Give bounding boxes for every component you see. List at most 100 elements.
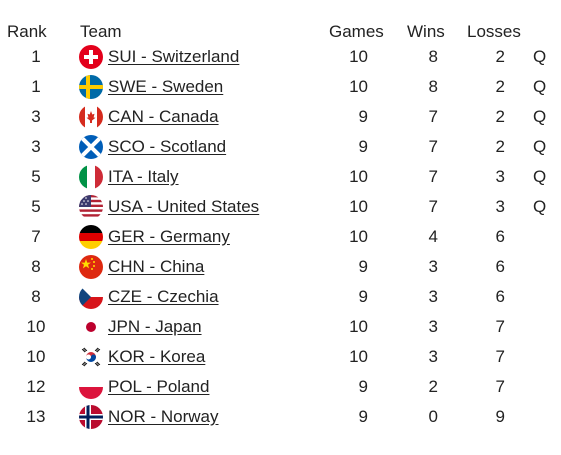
team-link[interactable]: GER - Germany	[108, 227, 230, 246]
jpn-flag-icon	[79, 315, 103, 339]
losses-cell: 6	[495, 257, 505, 276]
games-cell: 10	[349, 347, 368, 366]
header-wins: Wins	[407, 22, 445, 41]
nor-flag-icon	[79, 405, 103, 429]
games-cell: 9	[358, 107, 368, 126]
games-cell: 10	[349, 47, 368, 66]
table-row: 13 NOR - Norway 9 0 9	[0, 400, 561, 430]
can-flag-icon	[79, 105, 103, 129]
games-cell: 10	[349, 317, 368, 336]
team-link[interactable]: CAN - Canada	[108, 107, 219, 126]
qualified-marker: Q	[533, 47, 547, 66]
rank-cell: 5	[31, 197, 41, 216]
table-row: 5 ITA - Italy 10 7 3 Q	[0, 160, 561, 190]
header-rank: Rank	[7, 22, 47, 41]
rank-cell: 10	[26, 317, 46, 336]
header-games: Games	[329, 22, 384, 41]
losses-cell: 7	[495, 347, 505, 366]
losses-cell: 9	[495, 407, 505, 426]
qualified-marker: Q	[533, 197, 547, 216]
table-row: 1 SWE - Sweden 10 8 2 Q	[0, 70, 561, 100]
rank-cell: 3	[31, 107, 41, 126]
team-link[interactable]: NOR - Norway	[108, 407, 219, 426]
losses-cell: 3	[495, 167, 505, 186]
losses-cell: 6	[495, 227, 505, 246]
games-cell: 10	[349, 167, 368, 186]
header-losses: Losses	[467, 22, 521, 41]
wins-cell: 8	[428, 77, 438, 96]
losses-cell: 3	[495, 197, 505, 216]
games-cell: 9	[358, 257, 368, 276]
chn-flag-icon	[79, 255, 103, 279]
wins-cell: 3	[428, 257, 438, 276]
games-cell: 9	[358, 407, 368, 426]
table-row: 5 USA - United States 10 7 3 Q	[0, 190, 561, 220]
losses-cell: 2	[495, 47, 505, 66]
losses-cell: 7	[495, 317, 505, 336]
qualified-marker: Q	[533, 77, 547, 96]
team-link[interactable]: CHN - China	[108, 257, 205, 276]
rank-cell: 7	[31, 227, 41, 246]
rank-cell: 3	[31, 137, 41, 156]
wins-cell: 3	[428, 347, 438, 366]
table-body: 1 SUI - Switzerland 10 8 2 Q 1 SWE - Sweden 10 8 2…	[0, 40, 561, 430]
wins-cell: 0	[428, 407, 438, 426]
table-row: 10 JPN - Japan 10 3 7	[0, 310, 561, 340]
qualified-marker: Q	[533, 107, 547, 126]
swe-flag-icon	[79, 75, 103, 99]
rank-cell: 5	[31, 167, 41, 186]
table-row: 1 SUI - Switzerland 10 8 2 Q	[0, 40, 561, 70]
wins-cell: 7	[428, 137, 438, 156]
team-link[interactable]: SWE - Sweden	[108, 77, 224, 96]
wins-cell: 8	[428, 47, 438, 66]
games-cell: 9	[358, 287, 368, 306]
team-link[interactable]: JPN - Japan	[108, 317, 202, 336]
table-row: 3 CAN - Canada 9 7 2 Q	[0, 100, 561, 130]
losses-cell: 7	[495, 377, 505, 396]
table-row: 10 KOR - Korea 10 3 7	[0, 340, 561, 370]
team-link[interactable]: KOR - Korea	[108, 347, 206, 366]
rank-cell: 1	[31, 77, 41, 96]
table-row: 8 CHN - China 9 3 6	[0, 250, 561, 280]
wins-cell: 7	[428, 107, 438, 126]
pol-flag-icon	[79, 375, 103, 399]
rank-cell: 1	[31, 47, 41, 66]
rank-cell: 8	[31, 287, 41, 306]
losses-cell: 2	[495, 137, 505, 156]
games-cell: 9	[358, 137, 368, 156]
ger-flag-icon	[79, 225, 103, 249]
standings-table: Rank Team Games Wins Losses 1 SUI - Switz…	[0, 0, 561, 430]
team-link[interactable]: ITA - Italy	[108, 167, 179, 186]
wins-cell: 2	[428, 377, 438, 396]
wins-cell: 7	[428, 167, 438, 186]
usa-flag-icon	[79, 195, 103, 219]
losses-cell: 2	[495, 107, 505, 126]
wins-cell: 7	[428, 197, 438, 216]
wins-cell: 3	[428, 317, 438, 336]
team-link[interactable]: USA - United States	[108, 197, 260, 216]
cze-flag-icon	[79, 285, 103, 309]
ita-flag-icon	[79, 165, 103, 189]
table-row: 7 GER - Germany 10 4 6	[0, 220, 561, 250]
rank-cell: 10	[26, 347, 46, 366]
team-link[interactable]: SCO - Scotland	[108, 137, 227, 156]
qualified-marker: Q	[533, 137, 547, 156]
losses-cell: 2	[495, 77, 505, 96]
games-cell: 9	[358, 377, 368, 396]
team-link[interactable]: CZE - Czechia	[108, 287, 219, 306]
team-link[interactable]: SUI - Switzerland	[108, 47, 240, 66]
team-link[interactable]: POL - Poland	[108, 377, 210, 396]
sco-flag-icon	[79, 135, 103, 159]
games-cell: 10	[349, 227, 368, 246]
table-header: Rank Team Games Wins Losses	[0, 0, 561, 41]
kor-flag-icon	[79, 345, 103, 369]
table-row: 8 CZE - Czechia 9 3 6	[0, 280, 561, 310]
rank-cell: 12	[26, 377, 46, 396]
wins-cell: 3	[428, 287, 438, 306]
rank-cell: 8	[31, 257, 41, 276]
header-team: Team	[80, 22, 122, 41]
games-cell: 10	[349, 77, 368, 96]
sui-flag-icon	[79, 45, 103, 69]
rank-cell: 13	[26, 407, 46, 426]
wins-cell: 4	[428, 227, 438, 246]
